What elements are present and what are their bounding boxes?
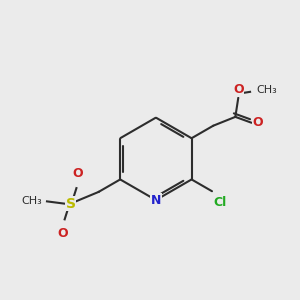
- Text: CH₃: CH₃: [256, 85, 277, 95]
- Text: O: O: [73, 167, 83, 180]
- Text: Cl: Cl: [214, 196, 227, 208]
- Text: S: S: [65, 197, 76, 211]
- Text: CH₃: CH₃: [22, 196, 43, 206]
- Text: N: N: [151, 194, 161, 207]
- Text: O: O: [253, 116, 263, 129]
- Text: O: O: [233, 83, 244, 96]
- Text: O: O: [58, 227, 68, 240]
